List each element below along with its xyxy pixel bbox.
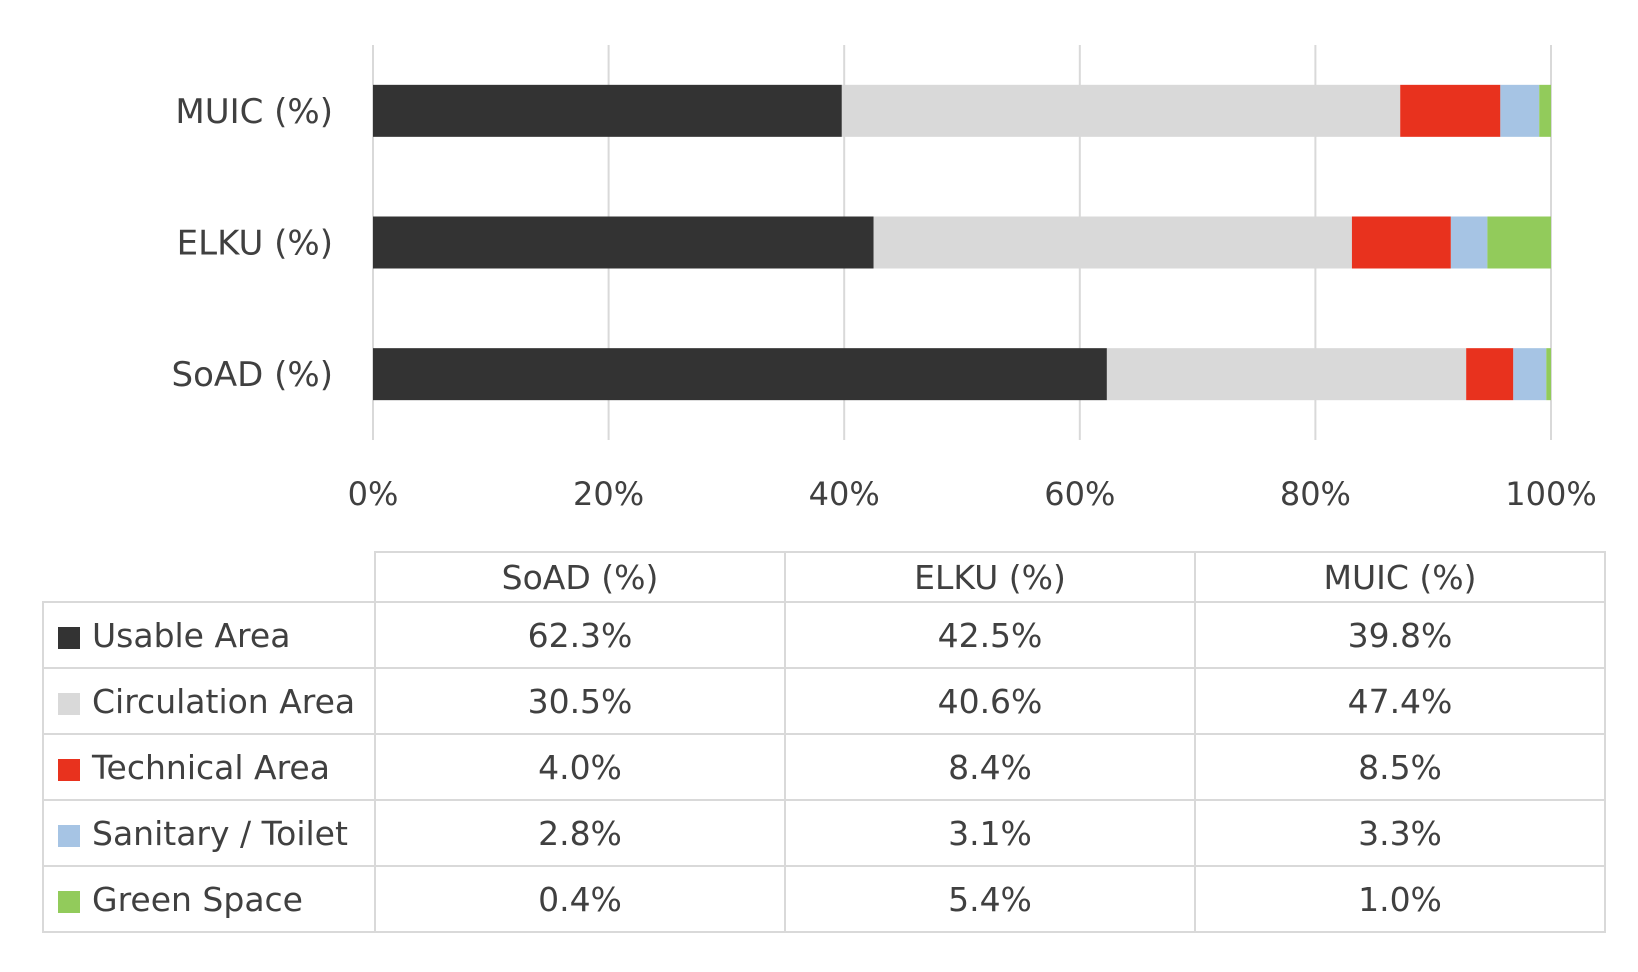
x-tick-label: 0% <box>348 475 399 513</box>
table-corner <box>43 552 376 603</box>
x-tick-label: 80% <box>1280 475 1351 513</box>
table-cell: 0.4% <box>374 865 786 933</box>
legend-entry: Green Space <box>42 865 376 933</box>
table-cell: 42.5% <box>784 601 1196 669</box>
table-cell: 3.1% <box>784 799 1196 867</box>
x-tick-label: 100% <box>1505 475 1596 513</box>
table-cell: 40.6% <box>784 667 1196 735</box>
bar-segment <box>1450 216 1488 269</box>
table-cell: 3.3% <box>1194 799 1606 867</box>
table-cell: 4.0% <box>374 733 786 801</box>
category-label: SoAD (%) <box>172 355 333 395</box>
legend-label: Usable Area <box>92 615 291 655</box>
table-cell: 8.4% <box>784 733 1196 801</box>
table-cell: 30.5% <box>374 667 786 735</box>
bar-segment <box>1487 216 1551 269</box>
stacked-bar-chart: SoAD (%) ELKU (%) MUIC (%) 0% 20% 40% 60% 80% 1… <box>172 45 1597 513</box>
legend-label: Green Space <box>92 879 303 919</box>
legend-swatch <box>58 824 80 847</box>
table-row: Usable Area 62.3% 42.5% 39.8% <box>42 601 1606 669</box>
legend-swatch <box>58 692 80 715</box>
legend-swatch <box>58 758 80 781</box>
legend-label: Sanitary / Toilet <box>92 813 348 853</box>
table-row: Circulation Area 30.5% 40.6% 47.4% <box>42 667 1606 735</box>
legend-entry: Circulation Area <box>42 667 376 735</box>
legend-swatch <box>58 626 80 649</box>
bar-segment <box>373 348 1107 401</box>
category-label: ELKU (%) <box>177 224 333 264</box>
legend-label: Technical Area <box>92 747 330 787</box>
bar-segment <box>373 216 874 269</box>
column-header: SoAD (%) <box>374 551 786 603</box>
legend-entry: Usable Area <box>42 601 376 669</box>
x-tick-label: 40% <box>809 475 880 513</box>
table-cell: 39.8% <box>1194 601 1606 669</box>
bar-segment <box>1106 348 1467 401</box>
x-tick-labels: 0% 20% 40% 60% 80% 100% <box>348 475 1597 513</box>
bar-segment <box>373 84 842 137</box>
bar-segment <box>1539 84 1551 137</box>
bar-segment <box>1351 216 1451 269</box>
column-header: ELKU (%) <box>784 551 1196 603</box>
table-row: Sanitary / Toilet 2.8% 3.1% 3.3% <box>42 799 1606 867</box>
bar-segment <box>873 216 1352 269</box>
table-cell: 62.3% <box>374 601 786 669</box>
table-row: Technical Area 4.0% 8.4% 8.5% <box>42 733 1606 801</box>
table-cell: 2.8% <box>374 799 786 867</box>
bar-segment <box>1546 348 1551 401</box>
table-cell: 8.5% <box>1194 733 1606 801</box>
bar-segment <box>1466 348 1514 401</box>
column-header: MUIC (%) <box>1194 551 1606 603</box>
bar-segment <box>1500 84 1540 137</box>
x-tick-label: 20% <box>573 475 644 513</box>
table-cell: 1.0% <box>1194 865 1606 933</box>
category-label: MUIC (%) <box>175 92 333 132</box>
legend-swatch <box>58 890 80 913</box>
data-table: SoAD (%) ELKU (%) MUIC (%) Usable Area 6… <box>42 551 1606 933</box>
table-cell: 47.4% <box>1194 667 1606 735</box>
bar-segment <box>1513 348 1547 401</box>
bar-segment <box>1400 84 1501 137</box>
table-cell: 5.4% <box>784 865 1196 933</box>
legend-entry: Sanitary / Toilet <box>42 799 376 867</box>
bar-segment <box>841 84 1401 137</box>
x-tick-label: 60% <box>1044 475 1115 513</box>
category-labels: SoAD (%) ELKU (%) MUIC (%) <box>172 92 333 395</box>
legend-label: Circulation Area <box>92 681 356 721</box>
table-row: Green Space 0.4% 5.4% 1.0% <box>42 865 1606 933</box>
bars <box>373 84 1551 401</box>
table-header-row: SoAD (%) ELKU (%) MUIC (%) <box>43 551 1606 603</box>
legend-entry: Technical Area <box>42 733 376 801</box>
